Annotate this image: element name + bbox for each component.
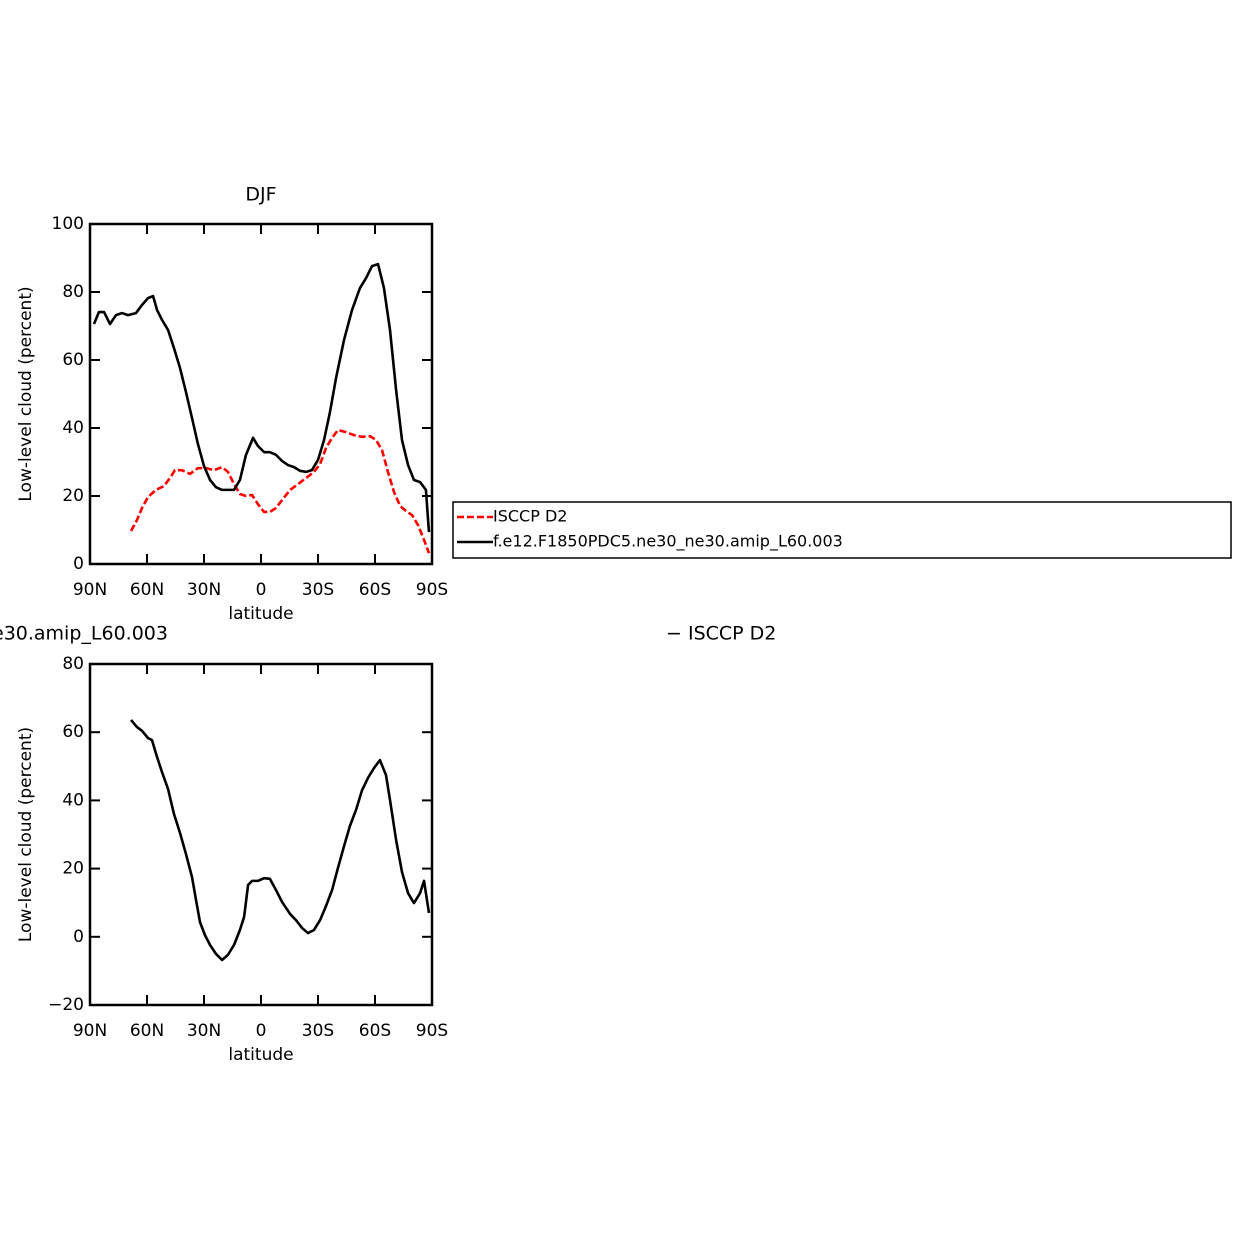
y-tick-label: 20 xyxy=(62,859,84,879)
x-tick-label: 0 xyxy=(256,1021,267,1041)
x-tick-label: 30N xyxy=(187,1021,221,1041)
x-tick-label: 0 xyxy=(256,580,267,600)
y-tick-label: 20 xyxy=(62,486,84,506)
plot-frame xyxy=(88,662,434,1007)
y-tick-label: 0 xyxy=(73,927,84,947)
y-tick-label: −20 xyxy=(48,995,84,1015)
chart-title: DJF xyxy=(245,184,276,206)
y-axis-label: Low-level cloud (percent) xyxy=(16,727,36,942)
y-tick-label: 40 xyxy=(62,418,84,438)
y-tick-label: 40 xyxy=(62,790,84,810)
y-tick-label: 100 xyxy=(52,214,84,234)
x-tick-label: 60N xyxy=(130,580,164,600)
legend-label: ISCCP D2 xyxy=(493,507,567,526)
legend-label: f.e12.F1850PDC5.ne30_ne30.amip_L60.003 xyxy=(493,532,843,552)
x-tick-label: 90S xyxy=(416,1021,448,1041)
x-tick-label: 60S xyxy=(359,580,391,600)
data-line xyxy=(92,262,431,533)
y-tick-label: 60 xyxy=(62,350,84,370)
x-tick-label: 90N xyxy=(73,580,107,600)
data-line xyxy=(129,428,431,554)
x-tick-label: 60N xyxy=(130,1021,164,1041)
legend-box xyxy=(452,501,1232,559)
data-line xyxy=(130,719,431,962)
x-tick-label: 30S xyxy=(302,580,334,600)
annotation: − ISCCP D2 xyxy=(666,623,776,645)
y-tick-label: 0 xyxy=(73,554,84,574)
x-tick-label: 30S xyxy=(302,1021,334,1041)
y-tick-label: 80 xyxy=(62,282,84,302)
x-tick-label: 30N xyxy=(187,580,221,600)
chart-title: e30.amip_L60.003 xyxy=(0,623,168,645)
x-axis-label: latitude xyxy=(228,604,293,624)
y-axis-label: Low-level cloud (percent) xyxy=(16,286,36,501)
y-tick-label: 80 xyxy=(62,654,84,674)
x-tick-label: 90N xyxy=(73,1021,107,1041)
x-tick-label: 90S xyxy=(416,580,448,600)
x-axis-label: latitude xyxy=(228,1045,293,1065)
x-tick-label: 60S xyxy=(359,1021,391,1041)
y-tick-label: 60 xyxy=(62,722,84,742)
